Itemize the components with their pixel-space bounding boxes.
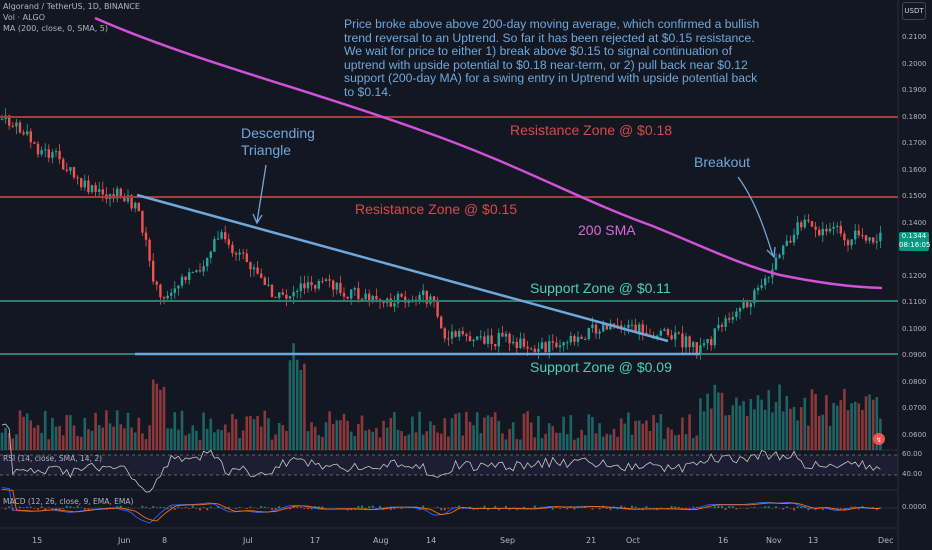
resistance-label-018: Resistance Zone @ $0.18 — [510, 122, 673, 138]
price-tick-label: 0.0800 — [902, 377, 927, 386]
macd-signal-line[interactable] — [1, 488, 881, 522]
time-tick-label: 13 — [808, 536, 819, 545]
price-candles — [0, 108, 882, 360]
triangle-label: Triangle — [241, 142, 292, 158]
svg-text:↯: ↯ — [876, 436, 882, 444]
rsi-legend[interactable]: RSI (14, close, SMA, 14, 2) — [3, 454, 103, 463]
time-tick-label: Sep — [500, 536, 516, 545]
macd-legend[interactable]: MACD (12, 26, close, 9, EMA, EMA) — [3, 497, 134, 506]
price-tick-label: 0.1100 — [902, 298, 927, 306]
volume-legend[interactable]: Vol · ALGO — [3, 13, 46, 22]
currency-unit-button[interactable]: USDT — [902, 2, 926, 20]
sma-label: 200 SMA — [578, 222, 636, 238]
sma-200-line[interactable] — [94, 16, 883, 290]
support-label-009: Support Zone @ $0.09 — [530, 359, 672, 375]
alert-icon[interactable]: ↯ — [873, 433, 885, 445]
support-label-011: Support Zone @ $0.11 — [530, 280, 671, 296]
symbol-legend[interactable]: Algorand / TetherUS, 1D, BINANCE — [3, 2, 140, 11]
ma-legend[interactable]: MA (200, close, 0, SMA, 5) — [3, 24, 109, 33]
breakout-arrow — [737, 176, 776, 259]
price-tick-label: 0.1600 — [902, 165, 927, 174]
price-tick-label: 0.1000 — [902, 324, 927, 333]
analysis-note: Price broke above above 200-day moving a… — [344, 17, 760, 99]
price-tick-label: 0.0700 — [902, 404, 927, 412]
time-tick-label: Oct — [626, 536, 640, 545]
time-tick-label: 8 — [162, 536, 168, 545]
price-tick-label: 0.0600 — [902, 430, 927, 439]
time-tick-label: Aug — [373, 536, 389, 545]
time-tick-label: 16 — [718, 536, 729, 545]
triangle-upper-trendline[interactable] — [136, 193, 669, 343]
time-tick-label: Jun — [118, 536, 131, 545]
price-tick-label: 0.2000 — [902, 59, 927, 68]
last-price: 0.1344 — [901, 232, 927, 240]
time-tick-label: Dec — [878, 536, 894, 545]
last-price-tag: 0.1344 08:16:05 — [899, 232, 931, 251]
price-tick-label: 0.1700 — [902, 139, 927, 147]
resistance-label-015: Resistance Zone @ $0.15 — [355, 201, 518, 217]
time-tick-label: Nov — [766, 536, 782, 545]
bar-countdown: 08:16:05 — [899, 241, 931, 249]
rsi-level-40: 40.00 — [902, 470, 923, 478]
price-tick-label: 0.1800 — [902, 112, 927, 121]
macd-zero-level: 0.0000 — [902, 503, 927, 511]
macd-line[interactable] — [1, 487, 881, 524]
rsi-band — [0, 455, 898, 475]
time-tick-label: 15 — [32, 536, 43, 545]
price-tick-label: 0.0900 — [902, 351, 927, 359]
time-tick-label: 14 — [426, 536, 437, 545]
price-tick-label: 0.2100 — [902, 33, 927, 41]
price-tick-label: 0.1400 — [902, 218, 927, 227]
descending-label: Descending — [241, 125, 315, 141]
price-tick-label: 0.1500 — [902, 192, 927, 200]
price-tick-label: 0.1900 — [902, 86, 927, 94]
rsi-level-60: 60.00 — [902, 450, 923, 458]
descending-triangle-arrow — [252, 164, 267, 225]
time-tick-label: 17 — [310, 536, 321, 545]
breakout-label: Breakout — [694, 154, 751, 170]
price-tick-label: 0.1200 — [902, 271, 927, 280]
time-tick-label: 21 — [586, 536, 597, 545]
rsi-line[interactable] — [1, 423, 881, 493]
time-tick-label: Jul — [243, 536, 253, 545]
volume-bars — [0, 343, 882, 450]
